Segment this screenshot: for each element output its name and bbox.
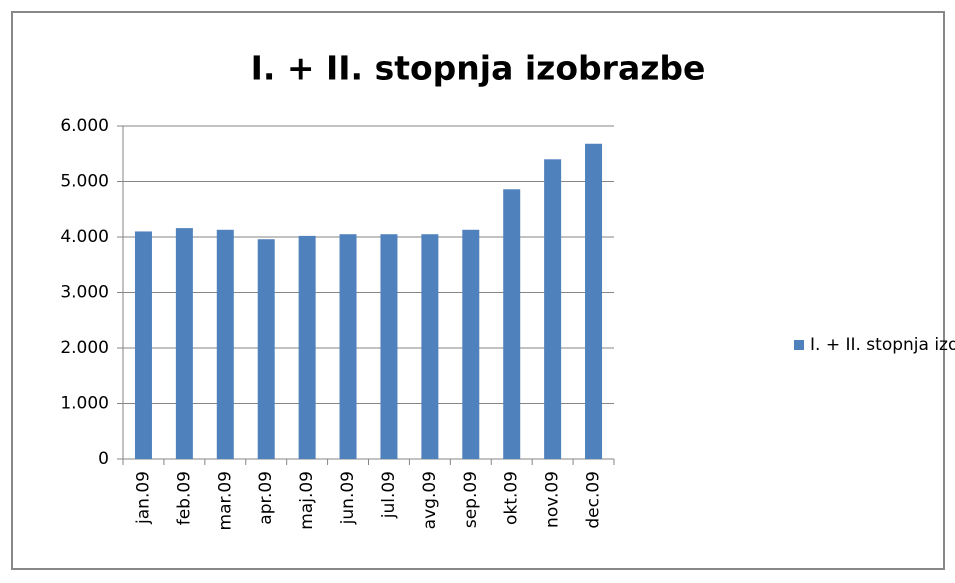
x-tick-label: maj.09: [297, 471, 317, 530]
bar: [298, 235, 316, 459]
y-tick-label: 3.000: [60, 283, 109, 303]
legend-label: I. + II. stopnja izobrazbe: [810, 335, 955, 355]
x-tick-label: avg.09: [420, 471, 440, 529]
x-tick-label: jan.09: [133, 471, 153, 525]
x-tick-label: mar.09: [215, 471, 235, 530]
bar: [503, 189, 521, 459]
x-tick-label: nov.09: [543, 471, 563, 528]
y-tick-label: 5.000: [60, 172, 109, 192]
x-tick-label: apr.09: [256, 471, 276, 525]
y-tick-label: 1.000: [60, 394, 109, 414]
bar: [421, 234, 439, 459]
bar: [216, 229, 234, 459]
bar: [175, 228, 193, 459]
bar: [585, 143, 603, 459]
y-tick-label: 6.000: [60, 116, 109, 136]
chart-title: I. + II. stopnja izobrazbe: [251, 49, 706, 88]
y-tick-label: 4.000: [60, 227, 109, 247]
x-tick-label: jun.09: [338, 471, 358, 525]
y-tick-label: 0: [98, 449, 109, 469]
bar: [339, 234, 357, 459]
bar: [544, 159, 562, 460]
x-tick-label: feb.09: [174, 471, 194, 525]
bar: [380, 234, 398, 459]
x-tick-label: dec.09: [584, 471, 604, 529]
x-tick-label: okt.09: [502, 471, 522, 525]
x-tick-label: sep.09: [461, 471, 481, 528]
bar: [462, 229, 480, 459]
y-tick-label: 2.000: [60, 338, 109, 358]
x-tick-label: jul.09: [379, 471, 399, 519]
legend-swatch: [794, 340, 804, 350]
bar: [134, 231, 152, 459]
bar: [257, 239, 275, 459]
